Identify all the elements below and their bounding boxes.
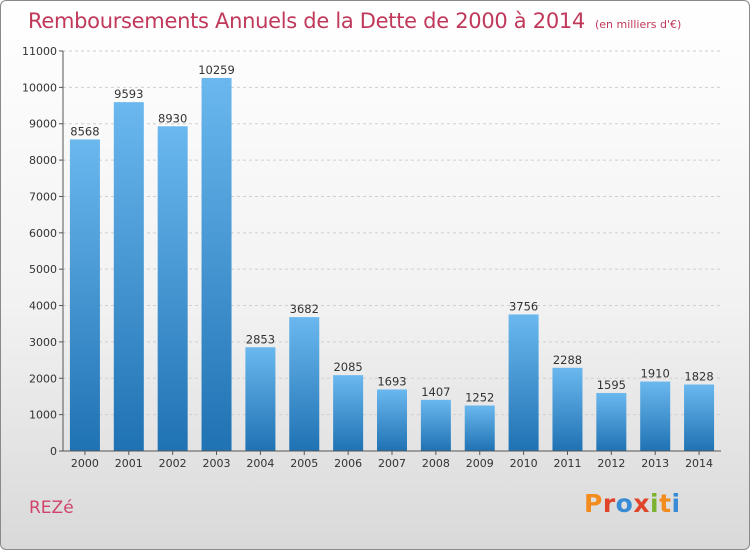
x-tick-label: 2006 (334, 457, 362, 470)
y-tick-label: 6000 (29, 227, 57, 240)
chart-title-text: Remboursements Annuels de la Dette de 20… (28, 9, 585, 33)
y-tick-label: 10000 (22, 81, 57, 94)
x-tick-label: 2010 (510, 457, 538, 470)
logo-letter: P (584, 489, 603, 518)
bar-value-label: 2853 (246, 332, 275, 346)
y-tick-label: 3000 (29, 336, 57, 349)
bar-value-label: 8568 (70, 124, 99, 138)
y-tick-label: 5000 (29, 263, 57, 276)
proxiti-logo[interactable]: Proxiti (584, 489, 681, 518)
chart-title: Remboursements Annuels de la Dette de 20… (28, 9, 681, 33)
bar-value-label: 1693 (377, 374, 406, 388)
x-tick-label: 2013 (641, 457, 669, 470)
x-tick-label: 2001 (115, 457, 143, 470)
bar-value-label: 1828 (684, 370, 713, 384)
x-tick-label: 2004 (246, 457, 274, 470)
bar-2013[interactable] (640, 381, 671, 451)
bar-2008[interactable] (420, 399, 451, 451)
bar-value-label: 1595 (597, 378, 626, 392)
bar-2002[interactable] (157, 126, 188, 451)
y-tick-label: 11000 (22, 45, 57, 58)
bar-value-label: 10259 (198, 63, 235, 77)
x-tick-label: 2003 (203, 457, 231, 470)
y-tick-label: 7000 (29, 190, 57, 203)
bar-value-label: 1407 (421, 385, 450, 399)
logo-letter: r (602, 489, 616, 518)
bar-2006[interactable] (333, 375, 364, 451)
bar-2005[interactable] (289, 317, 320, 451)
bar-value-label: 1910 (641, 367, 670, 381)
bar-value-label: 3756 (509, 299, 538, 313)
bar-2011[interactable] (552, 367, 583, 451)
y-tick-label: 4000 (29, 300, 57, 313)
x-tick-label: 2014 (685, 457, 713, 470)
bar-2014[interactable] (684, 384, 715, 451)
bar-2010[interactable] (508, 314, 539, 451)
bar-value-label: 2085 (333, 360, 362, 374)
x-tick-label: 2009 (466, 457, 494, 470)
y-tick-label: 1000 (29, 409, 57, 422)
x-tick-label: 2007 (378, 457, 406, 470)
logo-letter: i (671, 489, 681, 518)
x-tick-label: 2002 (159, 457, 187, 470)
x-tick-label: 2011 (553, 457, 581, 470)
x-tick-label: 2005 (290, 457, 318, 470)
bar-2000[interactable] (69, 139, 100, 451)
bar-value-label: 2288 (553, 353, 582, 367)
logo-letter: t (659, 489, 672, 518)
bar-value-label: 8930 (158, 111, 187, 125)
bar-2003[interactable] (201, 77, 232, 451)
logo-letter: o (615, 489, 634, 518)
y-tick-label: 9000 (29, 118, 57, 131)
bar-2009[interactable] (464, 405, 495, 451)
bars (69, 77, 715, 451)
x-tick-label: 2000 (71, 457, 99, 470)
y-tick-label: 2000 (29, 372, 57, 385)
bar-value-label: 3682 (290, 302, 319, 316)
axes: 0 1000 2000 3000 4000 5000 6000 7000 8000 9000 100… (22, 45, 721, 470)
bar-2004[interactable] (245, 347, 276, 451)
city-name: REZé (29, 498, 74, 518)
y-tick-label: 8000 (29, 154, 57, 167)
x-tick-label: 2008 (422, 457, 450, 470)
y-tick-label: 0 (50, 445, 57, 458)
bar-2007[interactable] (377, 389, 407, 451)
x-tick-label: 2012 (597, 457, 625, 470)
chart-subtitle: (en milliers d'€) (595, 18, 682, 31)
data-labels: 8568 9593 8930 10259 2853 3682 2085 1693 1407 125… (70, 63, 713, 405)
logo-letter: i (650, 489, 660, 518)
bar-value-label: 1252 (465, 390, 494, 404)
bar-2012[interactable] (596, 393, 627, 451)
logo-letter: x (633, 489, 650, 518)
bar-value-label: 9593 (114, 87, 143, 101)
bar-2001[interactable] (113, 102, 144, 451)
